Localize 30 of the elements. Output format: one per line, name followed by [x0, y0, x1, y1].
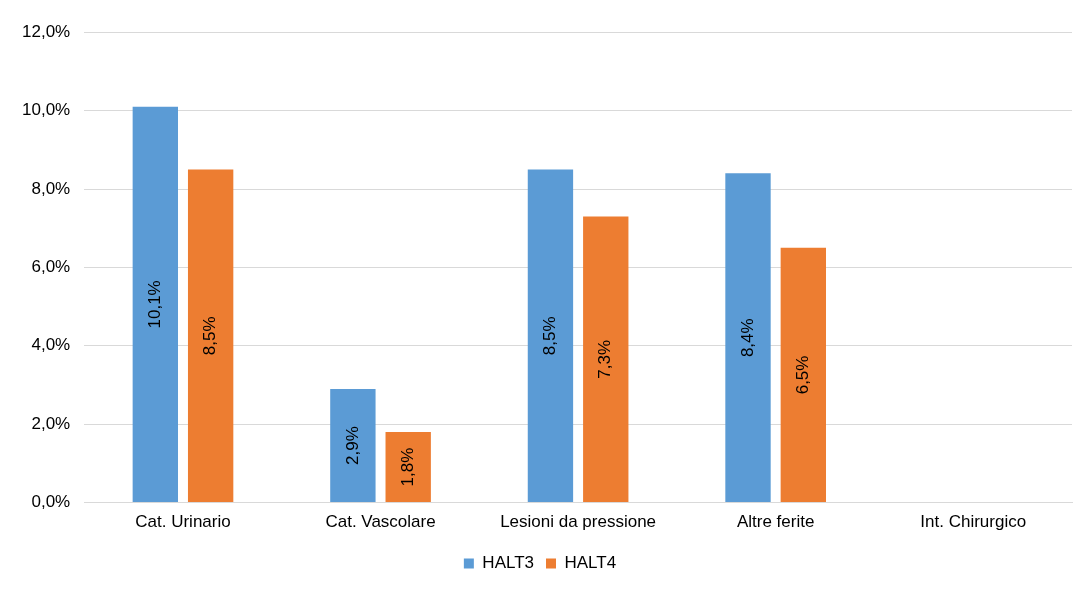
- y-tick-label: 10,0%: [22, 100, 71, 120]
- data-label: 2,9%: [342, 426, 362, 465]
- legend-label: HALT4: [564, 553, 617, 573]
- y-tick-label: 8,0%: [31, 178, 71, 198]
- y-tick-label: 2,0%: [31, 413, 71, 433]
- y-tick-label: 12,0%: [22, 21, 71, 41]
- data-label: 1,8%: [397, 447, 417, 487]
- y-tick-label: 0,0%: [31, 492, 71, 512]
- x-tick-label: Altre ferite: [736, 512, 815, 532]
- data-label: 8,5%: [540, 316, 560, 356]
- data-label: 8,4%: [737, 318, 757, 358]
- bar: [187, 169, 234, 503]
- bar: [583, 216, 629, 503]
- x-tick-label: Cat. Vascolare: [325, 512, 436, 532]
- data-label: 6,5%: [793, 355, 813, 395]
- legend-label: HALT3: [482, 553, 535, 573]
- x-tick-label: Int. Chirurgico: [920, 512, 1027, 532]
- y-tick-label: 4,0%: [31, 335, 71, 355]
- data-label: 8,5%: [200, 316, 220, 356]
- data-label: 10,1%: [145, 280, 165, 329]
- bar: [132, 106, 178, 503]
- bar: [527, 169, 574, 503]
- data-label: 7,3%: [595, 339, 615, 379]
- x-tick-label: Cat. Urinario: [135, 512, 231, 532]
- bar: [330, 388, 376, 503]
- x-tick-label: Lesioni da pressione: [500, 512, 657, 532]
- bar: [780, 247, 826, 503]
- bar: [725, 173, 771, 503]
- bar: [385, 432, 431, 503]
- y-tick-label: 6,0%: [31, 257, 71, 277]
